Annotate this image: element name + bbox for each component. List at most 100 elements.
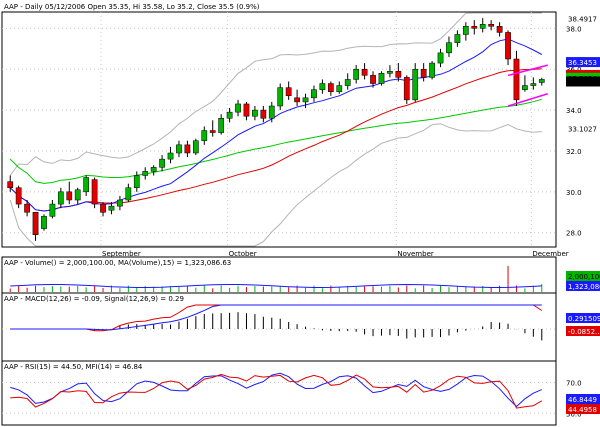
candle-body bbox=[277, 87, 284, 107]
volume-ma-value-tag: 1,323,086 bbox=[568, 283, 600, 291]
mfi-line bbox=[10, 372, 542, 408]
bollinger-lower bbox=[9, 123, 542, 247]
month-label: December bbox=[532, 250, 568, 258]
rsi-tick-label: 70.0 bbox=[566, 380, 582, 388]
volume-ma-line bbox=[10, 283, 542, 288]
candle-body bbox=[429, 62, 435, 78]
candle-body bbox=[150, 167, 157, 172]
price-tick-label: 28.0 bbox=[566, 230, 582, 238]
candle-body bbox=[446, 42, 452, 54]
candle-body bbox=[226, 111, 233, 119]
candle-body bbox=[403, 77, 410, 101]
panel-frame-3 bbox=[1, 360, 557, 426]
candle-body bbox=[243, 103, 250, 117]
candle-body bbox=[538, 79, 545, 83]
candle-body bbox=[83, 177, 90, 193]
rsi-line bbox=[10, 373, 543, 409]
price-value-tag-0-bg bbox=[566, 13, 600, 24]
candle-body bbox=[41, 216, 47, 229]
candle-body bbox=[235, 103, 241, 113]
month-label: October bbox=[229, 250, 257, 258]
candle-body bbox=[74, 189, 81, 201]
candle-body bbox=[387, 71, 393, 74]
candle-body bbox=[361, 68, 368, 76]
candle-body bbox=[218, 118, 225, 133]
candle-body bbox=[412, 68, 419, 101]
candle-body bbox=[513, 58, 520, 101]
candle-body bbox=[209, 130, 216, 133]
candle-body bbox=[353, 68, 360, 80]
macd-panel-title: AAP - MACD(12,26) = -0.09, Signal(12,26,… bbox=[4, 295, 184, 303]
candle-body bbox=[268, 105, 275, 119]
rsi-value-tag-bg bbox=[566, 404, 600, 414]
candle-body bbox=[7, 181, 14, 188]
macd-signal-line bbox=[10, 304, 542, 331]
candle-body bbox=[462, 26, 469, 35]
month-label: September bbox=[102, 250, 141, 258]
candle-body bbox=[57, 191, 64, 205]
volume-value-tag: 2,000,100 bbox=[568, 273, 600, 281]
candle-body bbox=[91, 179, 98, 205]
ma-long-line bbox=[9, 98, 542, 184]
macd-signal-value-tag: 0.291509 bbox=[568, 315, 600, 323]
panel-frame-0 bbox=[1, 11, 557, 248]
price-value-tag-0: 38.4917 bbox=[568, 15, 597, 23]
volume-value-tag-bg bbox=[566, 271, 600, 281]
price-value-tag-5: 33.1027 bbox=[568, 125, 597, 133]
candle-body bbox=[471, 26, 478, 29]
candle-body bbox=[505, 32, 511, 60]
candle-body bbox=[167, 152, 174, 160]
trendline-upper bbox=[507, 64, 548, 77]
price-tick-label: 38.0 bbox=[566, 25, 582, 33]
candle-body bbox=[336, 85, 343, 92]
candle-body bbox=[479, 24, 486, 29]
price-tick-label: 30.0 bbox=[566, 189, 582, 197]
candle-body bbox=[125, 187, 132, 201]
price-panel-title: AAP - Daily 05/12/2006 Open 35.35, Hi 35… bbox=[4, 3, 260, 11]
candle-body bbox=[100, 203, 106, 213]
candle-body bbox=[142, 171, 149, 176]
volume-ma-value-tag-bg bbox=[566, 281, 600, 291]
candle-body bbox=[437, 52, 444, 64]
candle-body bbox=[260, 109, 267, 119]
bollinger-upper bbox=[9, 12, 542, 176]
trendline-lower bbox=[507, 93, 549, 107]
rsi-panel-title: AAP - RSI(15) = 44.50, MFI(14) = 46.84 bbox=[4, 363, 143, 371]
candle-body bbox=[117, 199, 123, 207]
ma-mid-line bbox=[9, 68, 542, 212]
candle-body bbox=[370, 75, 376, 84]
price-value-tag-1: 36.3453 bbox=[568, 59, 597, 67]
mfi-value-tag: 46.8449 bbox=[568, 396, 597, 404]
candle-body bbox=[24, 203, 30, 213]
candle-body bbox=[395, 71, 402, 78]
candle-body bbox=[15, 187, 22, 205]
month-label: November bbox=[397, 250, 434, 258]
candle-body bbox=[420, 68, 427, 78]
price-value-tag-1-bg bbox=[566, 57, 600, 68]
price-value-tag-5-bg bbox=[566, 123, 600, 134]
price-value-tag-4: 35.5 bbox=[568, 78, 584, 86]
candle-body bbox=[496, 26, 503, 33]
candle-body bbox=[49, 203, 56, 217]
candle-body bbox=[530, 83, 537, 86]
candle-body bbox=[184, 144, 191, 154]
candle-body bbox=[176, 144, 182, 154]
ma-short-line bbox=[9, 38, 543, 212]
candle-body bbox=[327, 83, 334, 92]
candle-body bbox=[252, 109, 258, 117]
macd-signal-value-tag-bg bbox=[566, 313, 600, 323]
macd-value-tag-bg bbox=[566, 326, 600, 336]
candle-body bbox=[522, 85, 528, 90]
candle-body bbox=[302, 97, 309, 103]
candle-body bbox=[488, 24, 495, 27]
rsi-tick-label: 30.0 bbox=[566, 410, 582, 418]
candle-body bbox=[66, 191, 73, 201]
candle-body bbox=[133, 175, 140, 188]
candle-body bbox=[378, 73, 385, 84]
rsi-value-tag: 44.4958 bbox=[568, 406, 597, 414]
candle-body bbox=[454, 34, 461, 43]
volume-panel-title: AAP - Volume() = 2,000,100.00, MA(Volume… bbox=[4, 259, 231, 267]
candle-body bbox=[285, 87, 292, 97]
candle-body bbox=[108, 205, 115, 211]
